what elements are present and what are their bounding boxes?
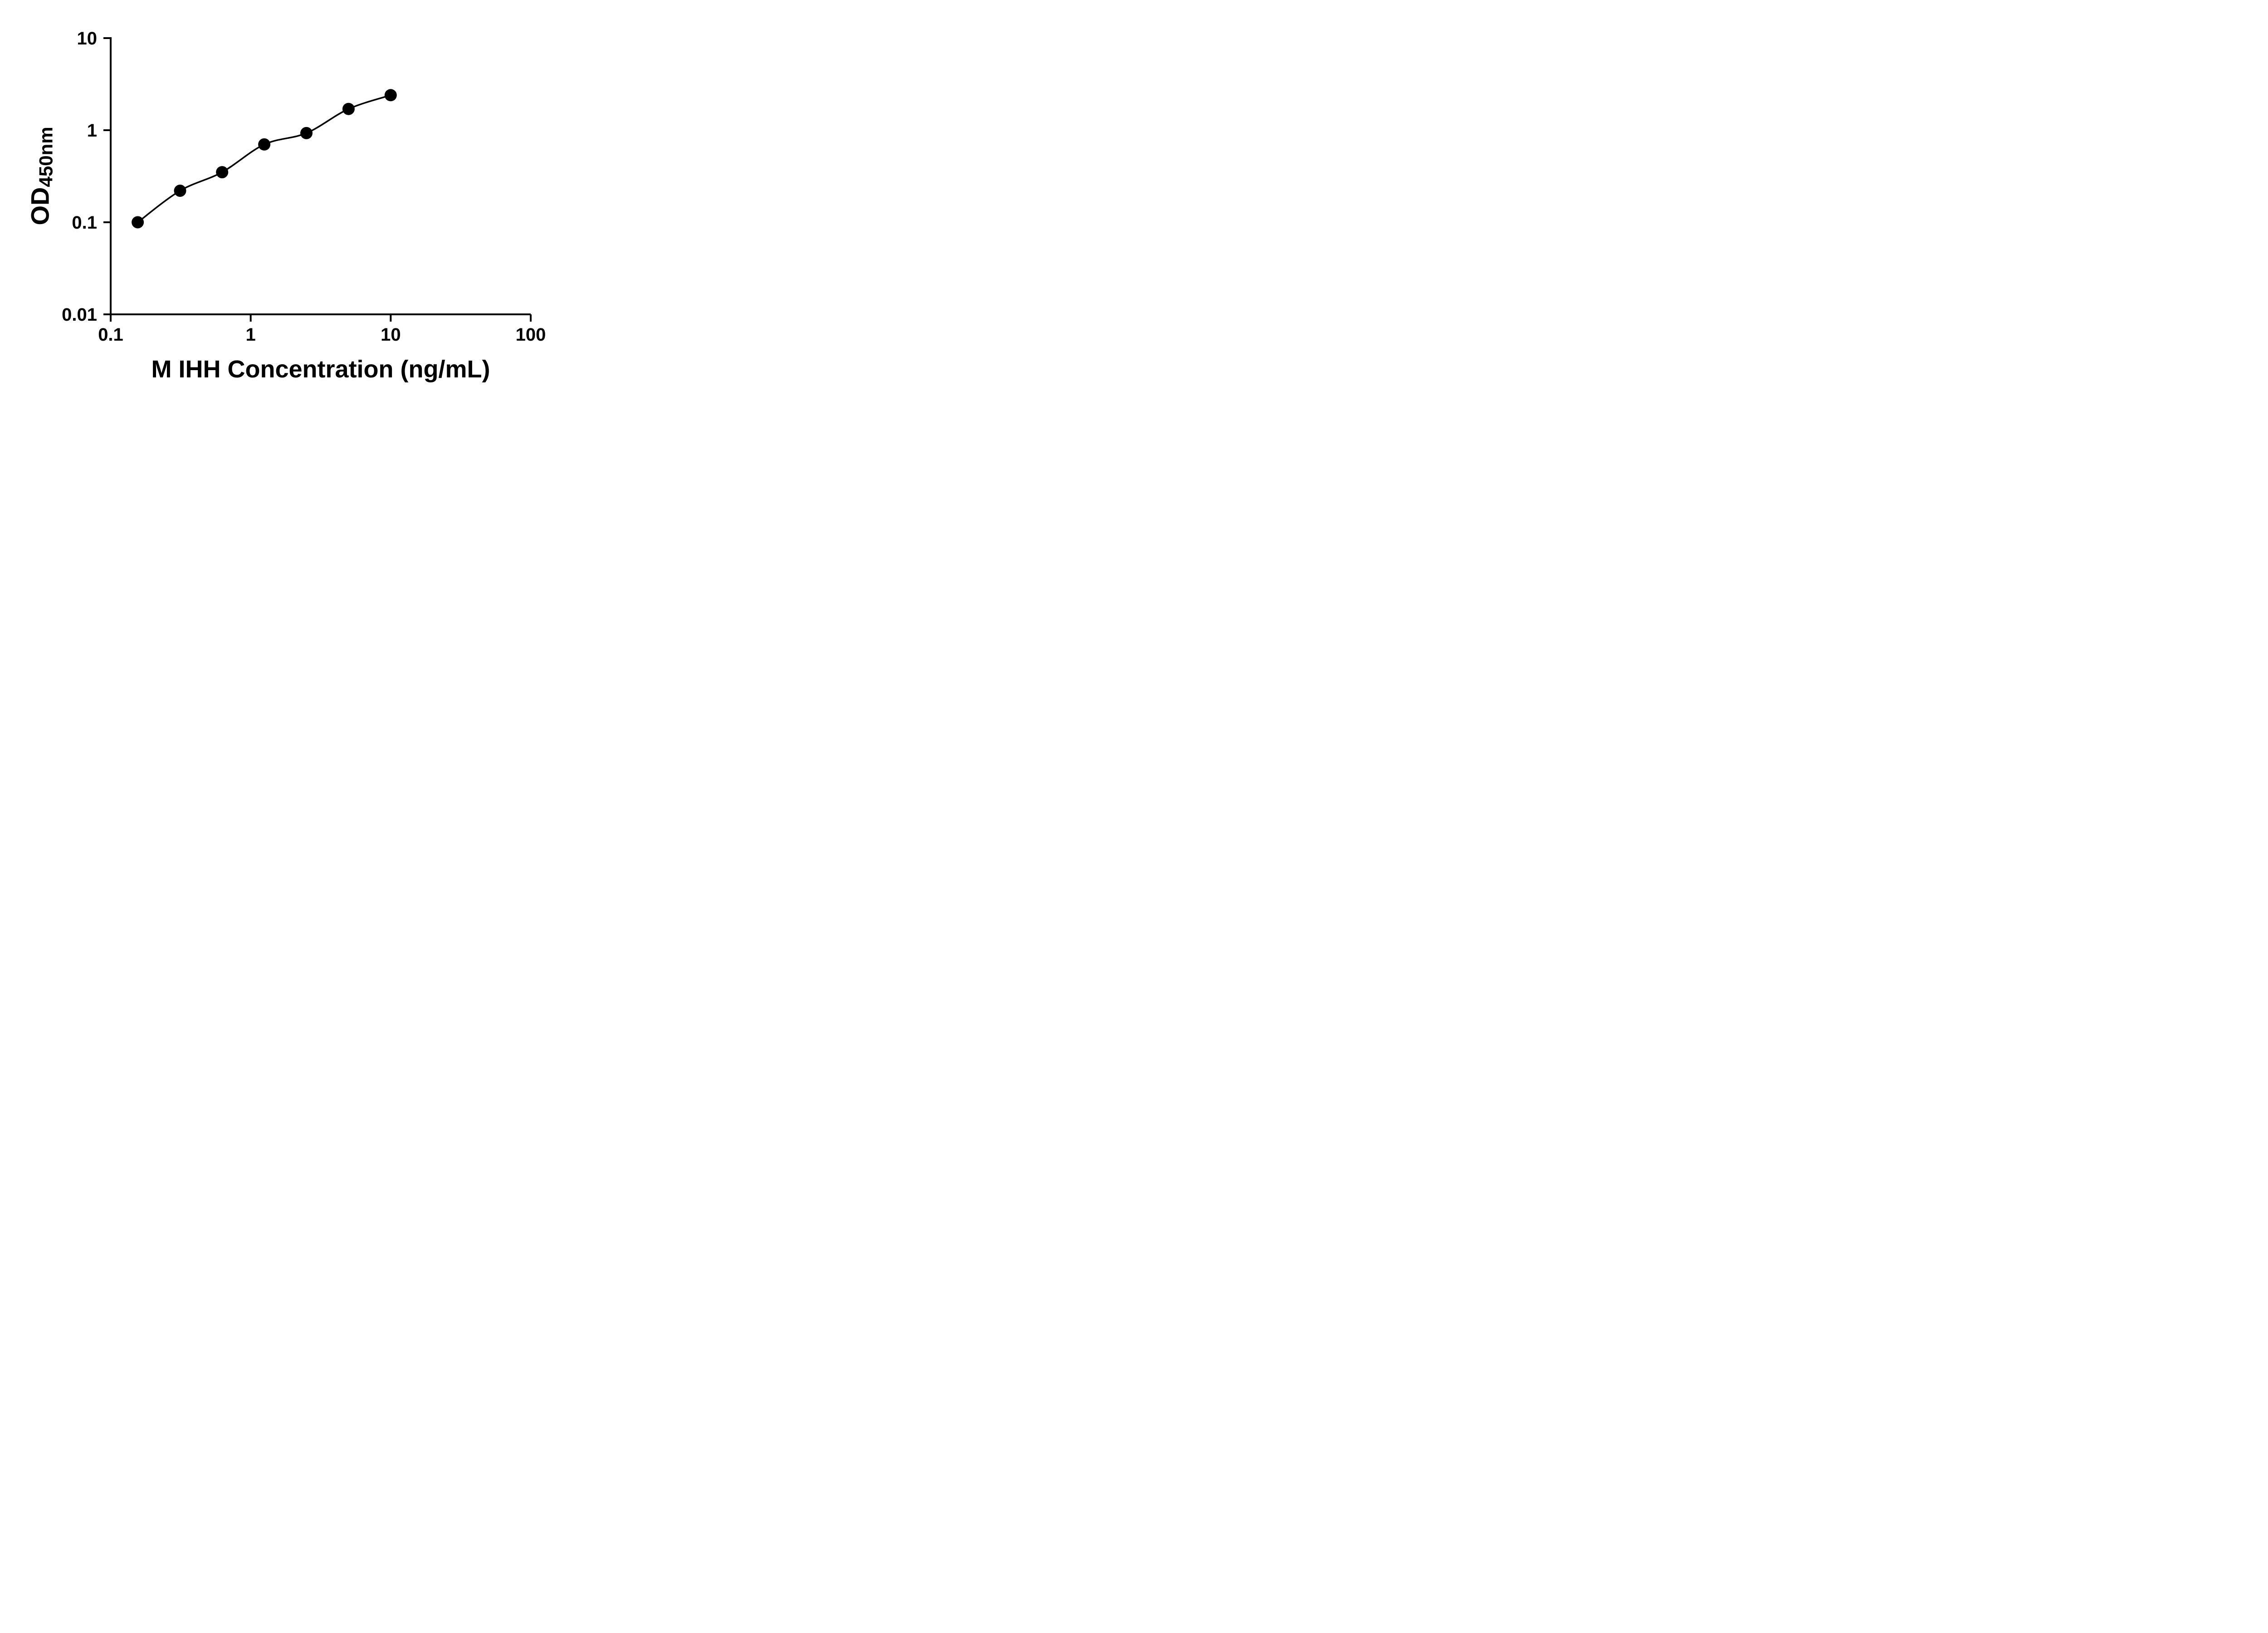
x-tick-label: 0.1 bbox=[98, 325, 123, 345]
y-tick-label: 1 bbox=[87, 121, 97, 141]
data-point bbox=[132, 216, 144, 229]
data-point bbox=[300, 127, 313, 139]
data-point bbox=[258, 138, 271, 151]
y-tick-label: 0.1 bbox=[72, 213, 97, 233]
x-tick-label: 100 bbox=[516, 325, 546, 345]
y-axis-title-subscript: 450nm bbox=[35, 127, 57, 187]
data-point bbox=[384, 89, 397, 102]
y-tick-label: 0.01 bbox=[62, 305, 97, 325]
y-axis-title-text: OD450nm bbox=[25, 127, 57, 225]
fit-curve bbox=[137, 94, 391, 223]
x-tick-label: 10 bbox=[381, 325, 401, 345]
data-point bbox=[216, 166, 229, 179]
elisa-standard-curve-figure: 0.1 1 10 100 0.01 0.1 1 10 M IHH Concentration … bbox=[0, 0, 583, 408]
x-axis-title: M IHH Concentration (ng/mL) bbox=[151, 356, 490, 383]
y-tick-label: 10 bbox=[77, 29, 98, 49]
x-tick-label: 1 bbox=[246, 325, 256, 345]
data-point bbox=[174, 185, 186, 197]
y-axis-title-main: OD bbox=[25, 187, 54, 225]
data-point bbox=[342, 103, 355, 115]
axis-lines bbox=[110, 37, 531, 315]
